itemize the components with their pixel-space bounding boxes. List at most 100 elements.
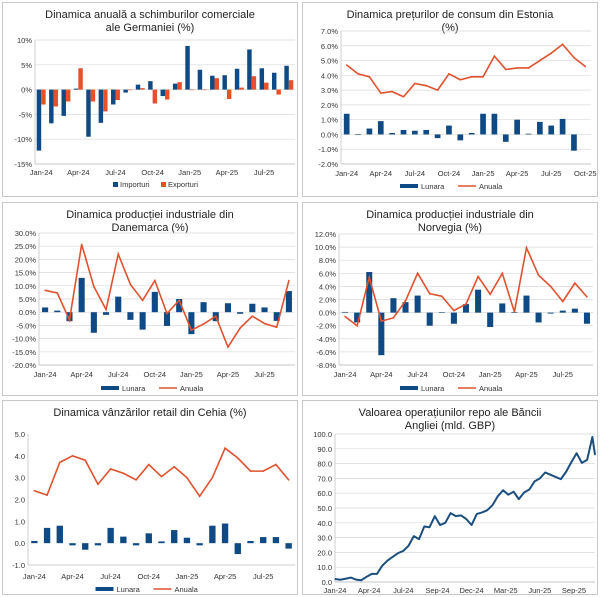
line-point bbox=[497, 495, 499, 497]
bar-lunara bbox=[82, 543, 89, 550]
bar-lunara bbox=[502, 134, 509, 142]
y-tick-label: -8.0% bbox=[316, 361, 336, 370]
line-point bbox=[344, 578, 347, 580]
y-tick-label: 0.0% bbox=[319, 309, 336, 318]
legend-label: Importuri bbox=[120, 180, 150, 189]
line-point bbox=[586, 459, 588, 461]
line-point bbox=[414, 82, 416, 85]
y-tick-label: 2.0% bbox=[319, 296, 336, 305]
bar-lunara bbox=[343, 113, 350, 135]
x-tick-label: Apr-24 bbox=[370, 169, 393, 178]
line-point bbox=[376, 573, 378, 575]
line-point bbox=[493, 55, 496, 57]
bar-exporturi bbox=[65, 89, 71, 102]
bar-lunara bbox=[355, 134, 361, 136]
bar-importuri bbox=[247, 49, 252, 90]
line-point bbox=[135, 479, 137, 481]
bar-lunara bbox=[285, 291, 292, 313]
line-point bbox=[465, 518, 467, 520]
y-tick-label: 4.0% bbox=[321, 71, 338, 80]
bar-exporturi bbox=[152, 89, 158, 104]
chart-title: Dinamica producției industriale din Norv… bbox=[366, 209, 534, 234]
chart-title: Dinamica anuală a schimburilor comercial… bbox=[45, 9, 255, 34]
line-point bbox=[482, 76, 484, 78]
line-point bbox=[533, 480, 536, 482]
bar-importuri bbox=[148, 81, 153, 90]
bar-exporturi bbox=[251, 76, 257, 90]
bar-importuri bbox=[111, 89, 116, 105]
chart-svg: -1.0 0.0 1.0 2.0 3.0 4.0 5.0 Jan-24 Apr-24 Jul-24… bbox=[12, 430, 295, 594]
bar-lunara bbox=[514, 119, 520, 135]
bar-lunara bbox=[127, 312, 134, 320]
line-point bbox=[416, 272, 419, 275]
y-tick-label: 3.0 bbox=[15, 474, 25, 483]
chart-czech-retail: Dinamica vânzărilor retail din Cehia (%)… bbox=[2, 400, 298, 595]
line-point bbox=[439, 524, 441, 526]
bar-lunara bbox=[273, 312, 280, 321]
legend-swatch bbox=[400, 386, 418, 390]
x-tick-label: Jul-25 bbox=[254, 168, 274, 177]
x-tick-label: Jul-24 bbox=[108, 370, 128, 379]
bar-importuri bbox=[234, 68, 240, 90]
bar-lunara bbox=[468, 132, 475, 135]
line-point bbox=[501, 272, 504, 275]
legend-item: Anuala bbox=[159, 384, 204, 393]
line-point bbox=[344, 315, 346, 318]
line-point bbox=[380, 320, 383, 322]
x-tick-label: Jul-24 bbox=[393, 586, 413, 594]
line-point bbox=[402, 550, 404, 552]
line-point bbox=[44, 289, 46, 292]
line-point bbox=[460, 514, 462, 516]
line-point bbox=[586, 296, 588, 298]
chart-germany-trade: Dinamica anuală a schimburilor comercial… bbox=[2, 2, 298, 197]
line-point bbox=[288, 279, 290, 282]
line-point bbox=[525, 246, 528, 249]
chart-norway-industry: Dinamica producției industriale din Norv… bbox=[302, 202, 598, 396]
y-tick-label: 25.0% bbox=[15, 242, 37, 251]
legend-item: Lunara bbox=[400, 384, 445, 393]
legend-item: Lunara bbox=[400, 182, 445, 191]
bar-lunara bbox=[69, 543, 76, 546]
x-tick-label: Apr-25 bbox=[515, 370, 538, 379]
bar-lunara bbox=[475, 289, 482, 313]
line-point bbox=[345, 64, 348, 66]
x-tick-label: Jan-24 bbox=[30, 168, 53, 177]
bar-importuri bbox=[185, 45, 190, 90]
line-point bbox=[428, 292, 431, 295]
line-point bbox=[80, 243, 83, 246]
line-point bbox=[251, 315, 254, 317]
line-point bbox=[202, 323, 205, 325]
x-tick-label: Apr-25 bbox=[214, 572, 237, 581]
bar-lunara bbox=[103, 312, 110, 315]
bar-lunara bbox=[139, 312, 146, 330]
bar-lunara bbox=[480, 113, 486, 135]
x-tick-label: Dec-24 bbox=[459, 586, 483, 594]
bar-lunara bbox=[412, 130, 418, 135]
line-point bbox=[527, 67, 530, 69]
line-point bbox=[584, 65, 587, 68]
y-tick-label: 10.0 bbox=[317, 563, 332, 572]
y-tick-label: 4.0% bbox=[319, 282, 336, 291]
bar-lunara bbox=[491, 113, 498, 135]
y-tick-label: -4.0% bbox=[316, 335, 336, 344]
x-tick-label: Mar-25 bbox=[494, 586, 518, 594]
y-tick-label: 5.0% bbox=[19, 295, 36, 304]
legend-label: Anuala bbox=[180, 384, 204, 393]
y-tick-label: 2.0% bbox=[321, 101, 338, 110]
line-point bbox=[357, 73, 359, 75]
bar-exporturi bbox=[202, 89, 207, 91]
y-tick-label: 8.0% bbox=[319, 256, 336, 265]
line-point bbox=[425, 84, 428, 87]
line-point bbox=[262, 470, 265, 472]
line-point bbox=[561, 300, 564, 303]
line-point bbox=[386, 559, 389, 562]
line-point bbox=[455, 515, 457, 517]
line-point bbox=[33, 489, 36, 492]
bar-lunara bbox=[547, 312, 554, 314]
line-point bbox=[539, 477, 541, 479]
y-tick-label: 40.0 bbox=[317, 519, 332, 528]
x-tick-label: Jan-24 bbox=[34, 370, 57, 379]
line-point bbox=[198, 495, 201, 498]
bar-importuri bbox=[259, 68, 265, 90]
bar-lunara bbox=[525, 133, 532, 135]
